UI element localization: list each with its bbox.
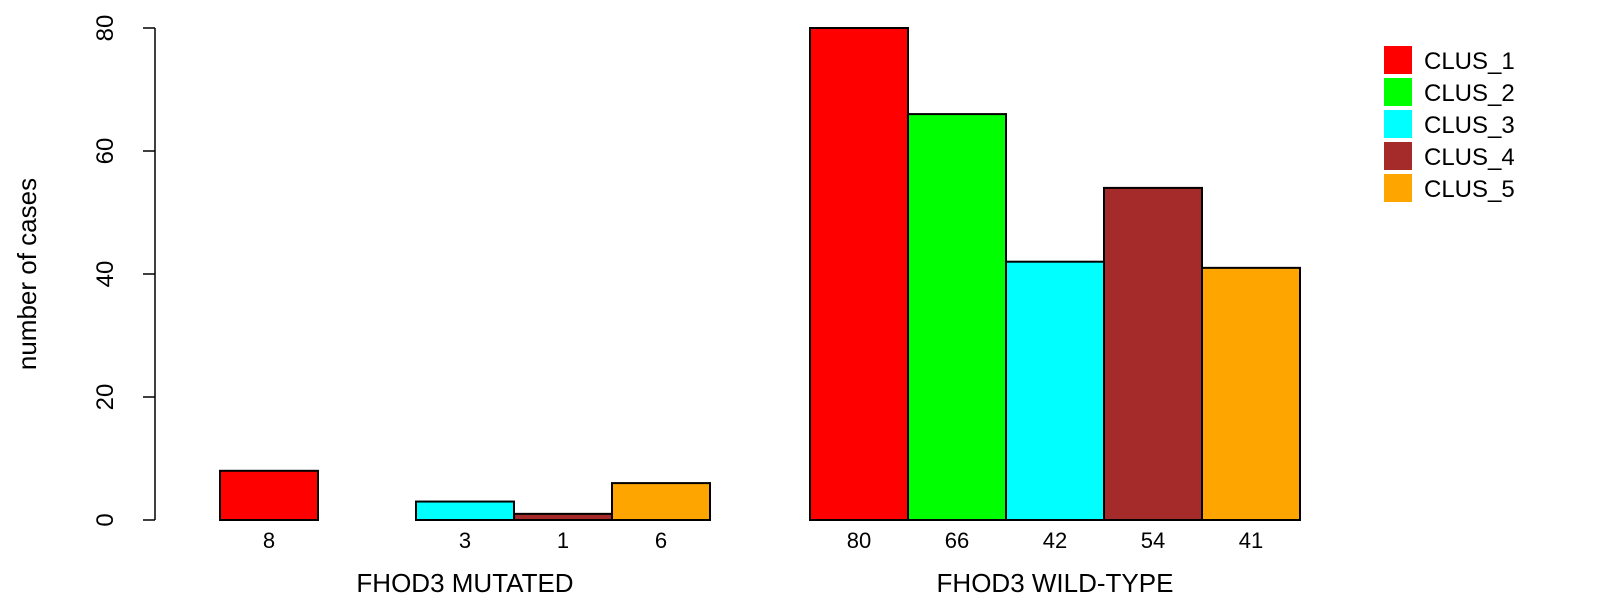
legend-label: CLUS_4 (1424, 144, 1515, 171)
y-axis: 0 20 40 60 80 (92, 15, 156, 527)
bar-value-label: 6 (655, 528, 667, 553)
legend-label: CLUS_2 (1424, 80, 1515, 107)
bar (907, 113, 1007, 521)
legend-item: CLUS_1 (1384, 46, 1515, 75)
legend-item: CLUS_2 (1384, 78, 1515, 107)
legend-swatch (1384, 78, 1412, 106)
legend-swatch (1384, 174, 1412, 202)
group-axis-label: FHOD3 WILD-TYPE (937, 568, 1174, 598)
legend-item: CLUS_3 (1384, 110, 1515, 139)
bar (611, 482, 711, 522)
legend-swatch (1384, 110, 1412, 138)
group-axis-label: FHOD3 MUTATED (356, 568, 573, 598)
bar-group: 8 3 1 6 FHOD3 MUTATED (219, 469, 711, 598)
y-tick-label: 20 (92, 384, 119, 411)
bar-value-label: 54 (1141, 528, 1165, 553)
bar (219, 469, 319, 521)
bar-value-label: 41 (1239, 528, 1263, 553)
legend-swatch (1384, 142, 1412, 170)
y-tick-label: 80 (92, 15, 119, 42)
legend: CLUS_1 CLUS_2 CLUS_3 CLUS_4 CLUS_5 (1384, 46, 1515, 203)
legend-swatch (1384, 46, 1412, 74)
bar-value-label: 42 (1043, 528, 1067, 553)
legend-label: CLUS_3 (1424, 112, 1515, 139)
y-tick-label: 40 (92, 261, 119, 288)
legend-item: CLUS_5 (1384, 174, 1515, 203)
bar-value-label: 80 (847, 528, 871, 553)
bar (1005, 260, 1105, 521)
bar (415, 500, 515, 521)
y-tick-label: 0 (92, 513, 119, 526)
legend-label: CLUS_5 (1424, 176, 1515, 203)
legend-label: CLUS_1 (1424, 48, 1515, 75)
legend-item: CLUS_4 (1384, 142, 1515, 171)
bar-value-label: 66 (945, 528, 969, 553)
y-tick-label: 60 (92, 138, 119, 165)
bar-value-label: 3 (459, 528, 471, 553)
bar-group: 80 66 42 54 41 FHOD3 WILD-TYPE (809, 27, 1301, 598)
bar (1201, 266, 1301, 521)
bar (809, 27, 909, 521)
bar-groups: 8 3 1 6 FHOD3 MUTATED 80 66 42 54 41 FHOD3 WILD-TY… (219, 27, 1301, 598)
bar-value-label: 8 (263, 528, 275, 553)
y-axis-title: number of cases (12, 178, 42, 370)
bar (513, 512, 613, 521)
bar-value-label: 1 (557, 528, 569, 553)
bar (1103, 186, 1203, 521)
